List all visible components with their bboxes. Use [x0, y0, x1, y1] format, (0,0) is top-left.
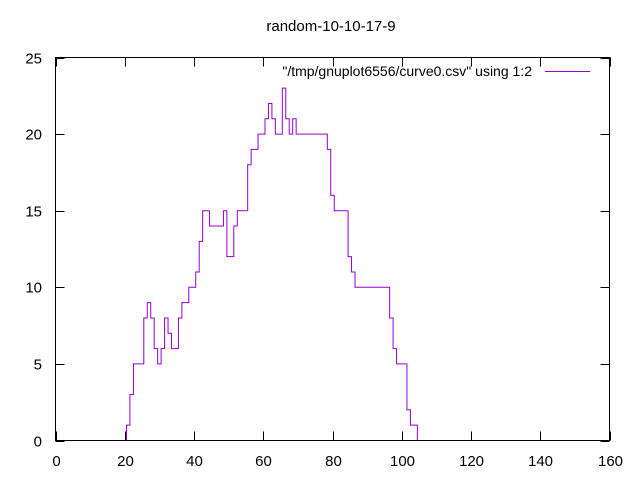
x-tick-label: 100: [390, 453, 415, 470]
x-tick-label: 160: [598, 453, 623, 470]
y-tick-label: 0: [34, 434, 42, 451]
y-tick-label: 25: [25, 51, 42, 68]
y-tick-label: 10: [25, 280, 42, 297]
x-tick-label: 60: [255, 453, 272, 470]
series-line: [125, 87, 418, 441]
x-tick-label: 120: [459, 453, 484, 470]
series-layer: [125, 87, 418, 441]
x-tick-label: 20: [117, 453, 134, 470]
x-tick-label: 0: [52, 453, 60, 470]
x-tick-label: 140: [528, 453, 553, 470]
y-tick-label: 15: [25, 204, 42, 221]
y-tick-label: 5: [34, 357, 42, 374]
legend-label: "/tmp/gnuplot6556/curve0.csv" using 1:2: [282, 63, 532, 79]
tick-marks: [55, 57, 611, 442]
y-tick-label: 20: [25, 127, 42, 144]
tick-labels: 0 20 40 60 80 100 120 140 160 0 5 10 15 20 25: [25, 51, 623, 471]
chart-title: random-10-10-17-9: [266, 18, 395, 35]
x-tick-label: 40: [186, 453, 203, 470]
legend: "/tmp/gnuplot6556/curve0.csv" using 1:2: [282, 63, 590, 79]
plot-border: [55, 57, 610, 441]
x-tick-label: 80: [325, 453, 342, 470]
